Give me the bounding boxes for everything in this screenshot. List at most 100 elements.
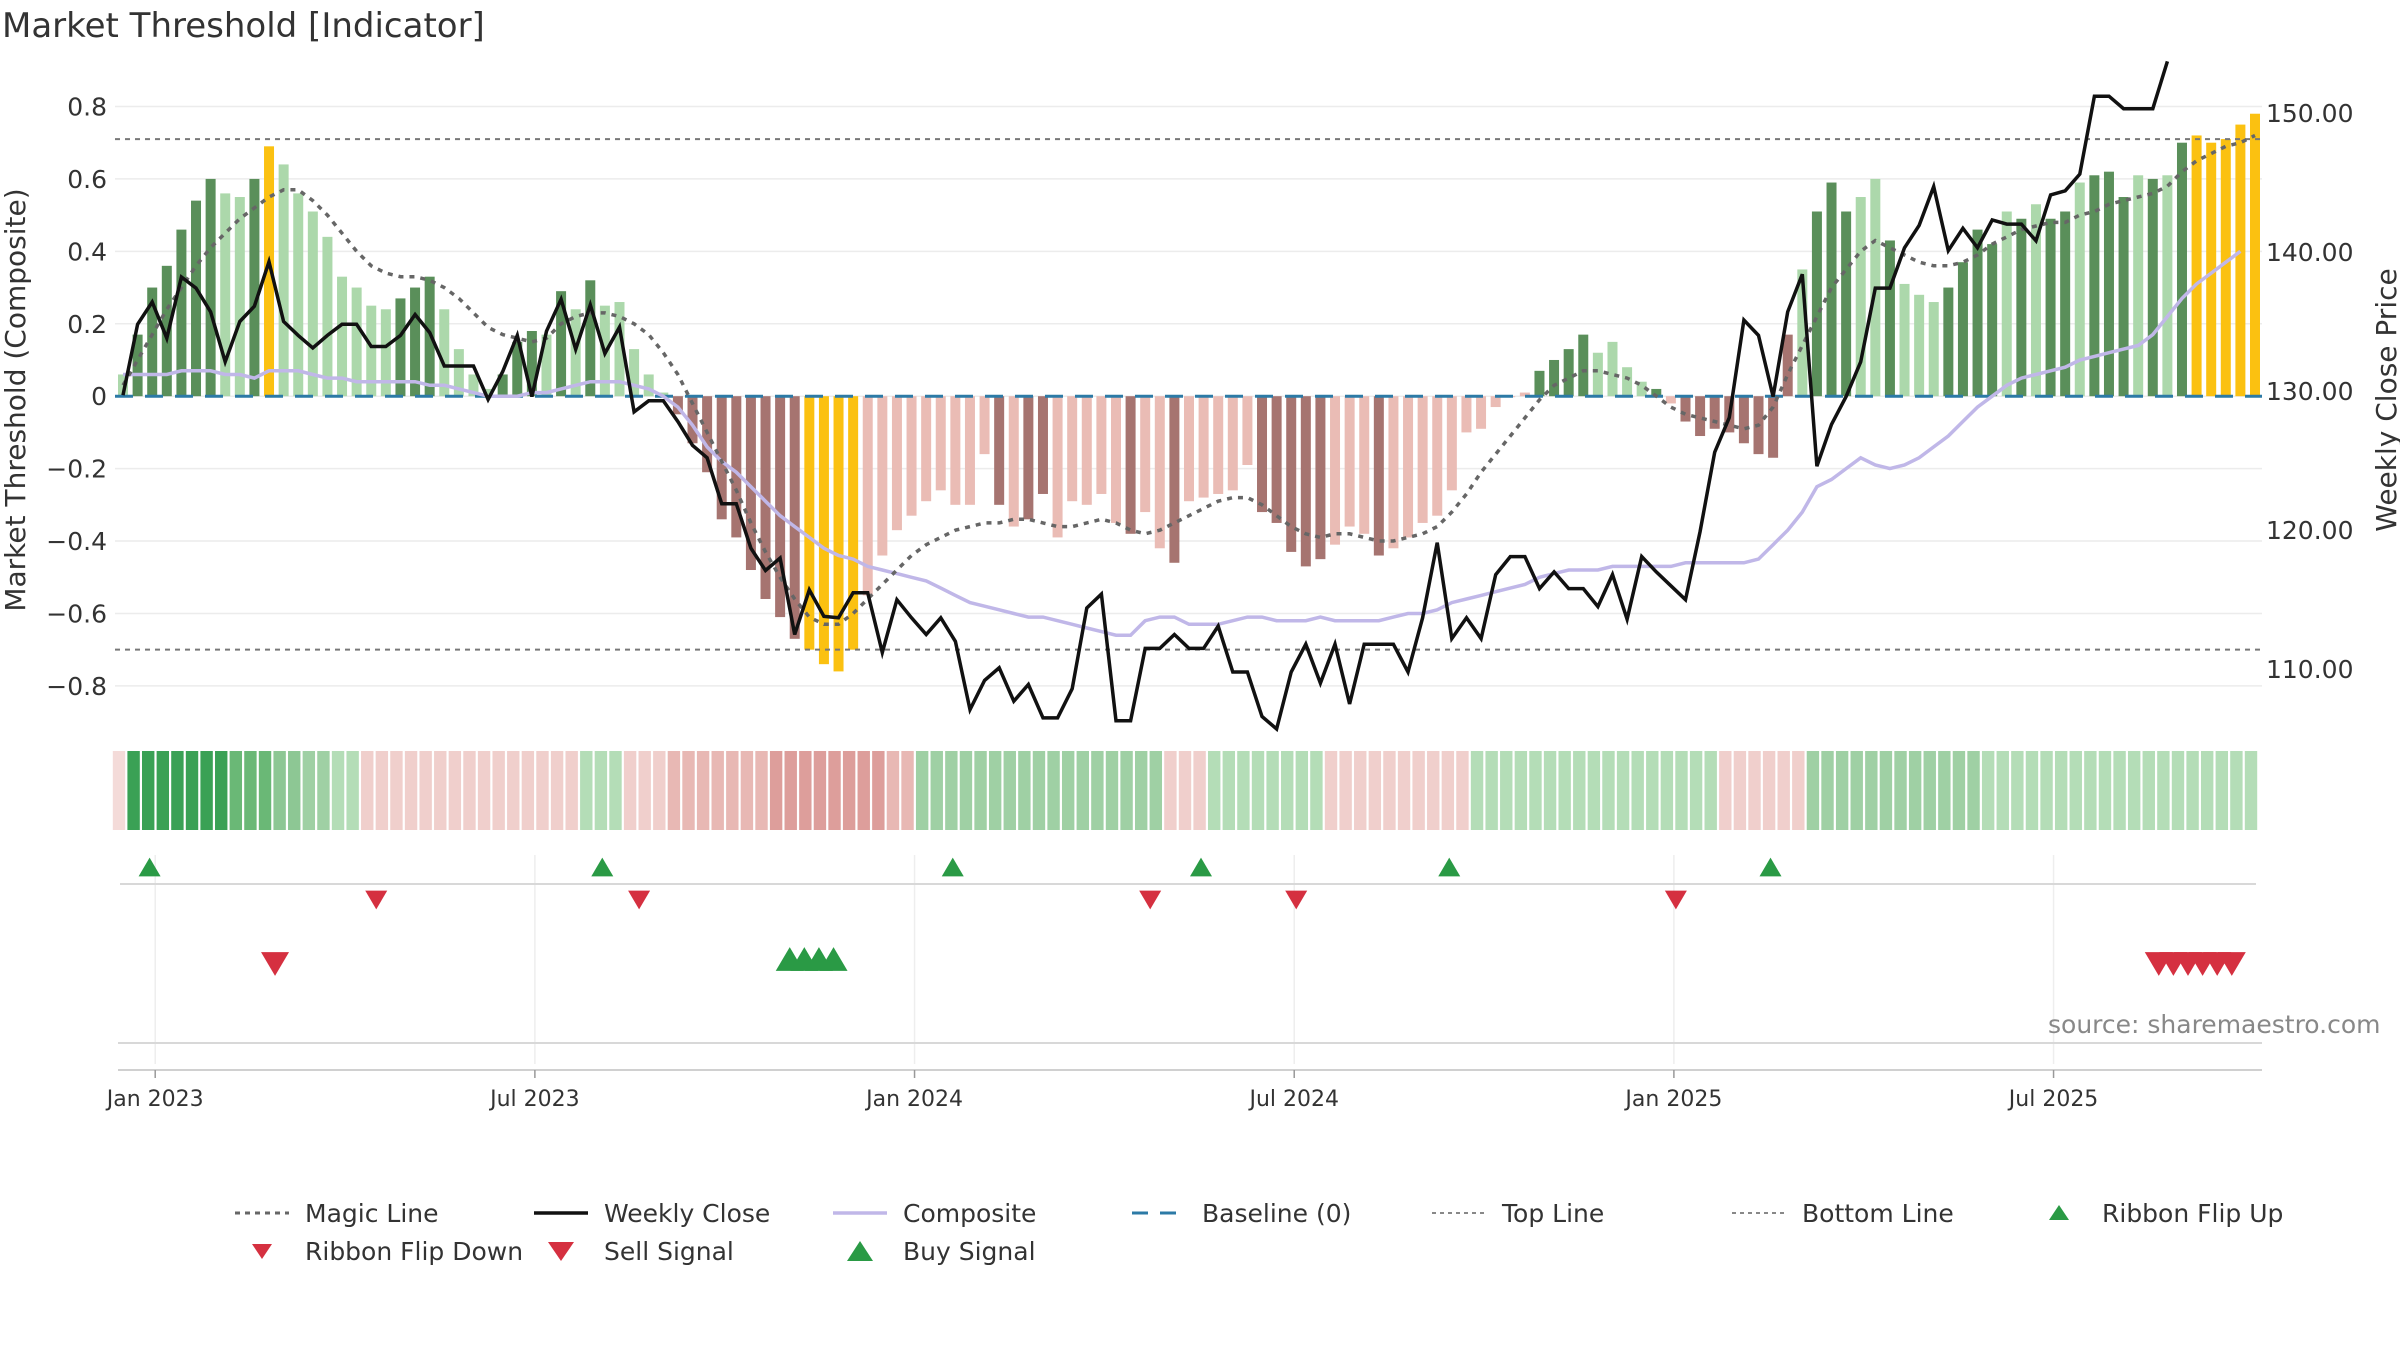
y-axis-left-label: Market Threshold (Composite) bbox=[0, 188, 32, 611]
ribbon-cell bbox=[346, 751, 359, 830]
legend-item-flipup: Ribbon Flip Up bbox=[2030, 1196, 2283, 1230]
ribbon-cell bbox=[1821, 751, 1834, 830]
ribbon-cell bbox=[711, 751, 724, 830]
composite-bar bbox=[1855, 197, 1866, 397]
composite-bar bbox=[1738, 396, 1749, 444]
legend-swatch-flipdown bbox=[233, 1236, 291, 1266]
ribbon-cell bbox=[1427, 751, 1440, 830]
ribbon-cell bbox=[1967, 751, 1980, 830]
ribbon-cell bbox=[521, 751, 535, 830]
source-note: source: sharemaestro.com bbox=[2048, 1010, 2381, 1039]
grid-layer bbox=[115, 105, 2262, 1064]
composite-bar bbox=[278, 164, 289, 397]
x-tick-label: Jan 2024 bbox=[864, 1087, 963, 1112]
legend-label: Weekly Close bbox=[604, 1198, 771, 1228]
ribbon-cell bbox=[1339, 751, 1352, 830]
ribbon-cell bbox=[1456, 751, 1469, 830]
ribbon-cell bbox=[390, 751, 403, 830]
ribbon-cell bbox=[2171, 751, 2185, 830]
composite-bar bbox=[1476, 396, 1487, 429]
ribbon-cell bbox=[1981, 751, 1995, 830]
ribbon-cell bbox=[1310, 751, 1323, 830]
composite-bar bbox=[2176, 142, 2187, 397]
composite-bar bbox=[1665, 396, 1676, 404]
y-tick-left: −0.8 bbox=[46, 672, 107, 701]
ribbon-cell bbox=[1134, 751, 1148, 830]
ribbon-cell bbox=[901, 751, 914, 830]
composite-bar bbox=[994, 396, 1005, 505]
composite-bar bbox=[1432, 396, 1443, 516]
composite-bar bbox=[906, 396, 917, 516]
legend-swatch-baseline bbox=[1130, 1198, 1188, 1228]
y-tick-left: 0.8 bbox=[67, 92, 107, 121]
ribbon-cell bbox=[799, 751, 812, 830]
ribbon-cell bbox=[1704, 751, 1717, 830]
ribbon-flip-down-marker bbox=[628, 890, 651, 910]
composite-bar bbox=[1388, 396, 1399, 549]
ribbon-cell bbox=[1251, 751, 1265, 830]
ribbon-cell bbox=[1149, 751, 1162, 830]
composite-bar bbox=[512, 341, 523, 397]
legend-item-close: Weekly Close bbox=[532, 1196, 770, 1230]
ribbon-cell bbox=[463, 751, 476, 830]
ribbon-cell bbox=[565, 751, 578, 830]
composite-bar bbox=[1768, 396, 1779, 458]
composite-bar bbox=[307, 211, 318, 397]
ribbon-cell bbox=[653, 751, 666, 830]
x-tick-label: Jan 2025 bbox=[1623, 1087, 1722, 1112]
legend-swatch-buy bbox=[831, 1236, 889, 1266]
ribbon-cell bbox=[1500, 751, 1513, 830]
composite-bar bbox=[935, 396, 946, 491]
composite-bar bbox=[556, 291, 567, 397]
ribbon-cell bbox=[930, 751, 943, 830]
composite-bar bbox=[862, 396, 873, 596]
ribbon-cell bbox=[638, 751, 651, 830]
composite-bar bbox=[1709, 396, 1720, 429]
legend-swatch-bottom bbox=[1730, 1198, 1788, 1228]
ribbon-cell bbox=[1018, 751, 1031, 830]
ribbon-cell bbox=[127, 751, 140, 830]
ribbon-cell bbox=[2215, 751, 2228, 830]
ribbon-cell bbox=[1748, 751, 1761, 830]
ribbon-cell bbox=[945, 751, 958, 830]
composite-bars bbox=[118, 113, 2260, 672]
ribbon-cell bbox=[974, 751, 987, 830]
ribbon-cell bbox=[2157, 751, 2170, 830]
composite-bar bbox=[1987, 244, 1998, 397]
composite-bar bbox=[2001, 211, 2012, 397]
composite-bar bbox=[1286, 396, 1297, 552]
ribbon-cell bbox=[1573, 751, 1586, 830]
ribbon-cell bbox=[331, 751, 345, 830]
composite-bar bbox=[1680, 396, 1691, 422]
composite-bar bbox=[380, 309, 391, 397]
legend-item-magic: Magic Line bbox=[233, 1196, 439, 1230]
ribbon-cell bbox=[1032, 751, 1046, 830]
ribbon-cell bbox=[740, 751, 754, 830]
ribbon-cell bbox=[1558, 751, 1571, 830]
ribbon-cell bbox=[609, 751, 622, 830]
composite-bar bbox=[1549, 359, 1560, 397]
composite-bar bbox=[1797, 269, 1808, 397]
ribbon-cell bbox=[156, 751, 170, 830]
ribbon-cell bbox=[959, 751, 973, 830]
composite-bar bbox=[1695, 396, 1706, 437]
composite-bar bbox=[1081, 396, 1092, 505]
ribbon-cell bbox=[1602, 751, 1615, 830]
composite-bar bbox=[1651, 388, 1662, 397]
legend-item-composite: Composite bbox=[831, 1196, 1036, 1230]
y-tick-left: 0.4 bbox=[67, 237, 107, 266]
composite-bar bbox=[833, 396, 844, 672]
ribbon-cell bbox=[580, 751, 593, 830]
legend: Magic Line Weekly Close Composite Baseline … bbox=[0, 1196, 2400, 1276]
y-tick-left: 0.2 bbox=[67, 310, 107, 339]
composite-bar bbox=[585, 280, 596, 397]
composite-bar bbox=[220, 193, 231, 397]
ribbon-cell bbox=[112, 751, 126, 830]
composite-bar bbox=[264, 146, 275, 397]
ribbon-cell bbox=[317, 751, 330, 830]
composite-bar bbox=[1227, 396, 1238, 491]
composite-bar bbox=[1213, 396, 1224, 494]
chart-area: 0.8 0.6 0.4 0.2 0 −0.2 −0.4 −0.6 −0.8 150.00 140.0… bbox=[0, 60, 2400, 1112]
ribbon-cell bbox=[1529, 751, 1542, 830]
composite-bar bbox=[2191, 135, 2202, 397]
